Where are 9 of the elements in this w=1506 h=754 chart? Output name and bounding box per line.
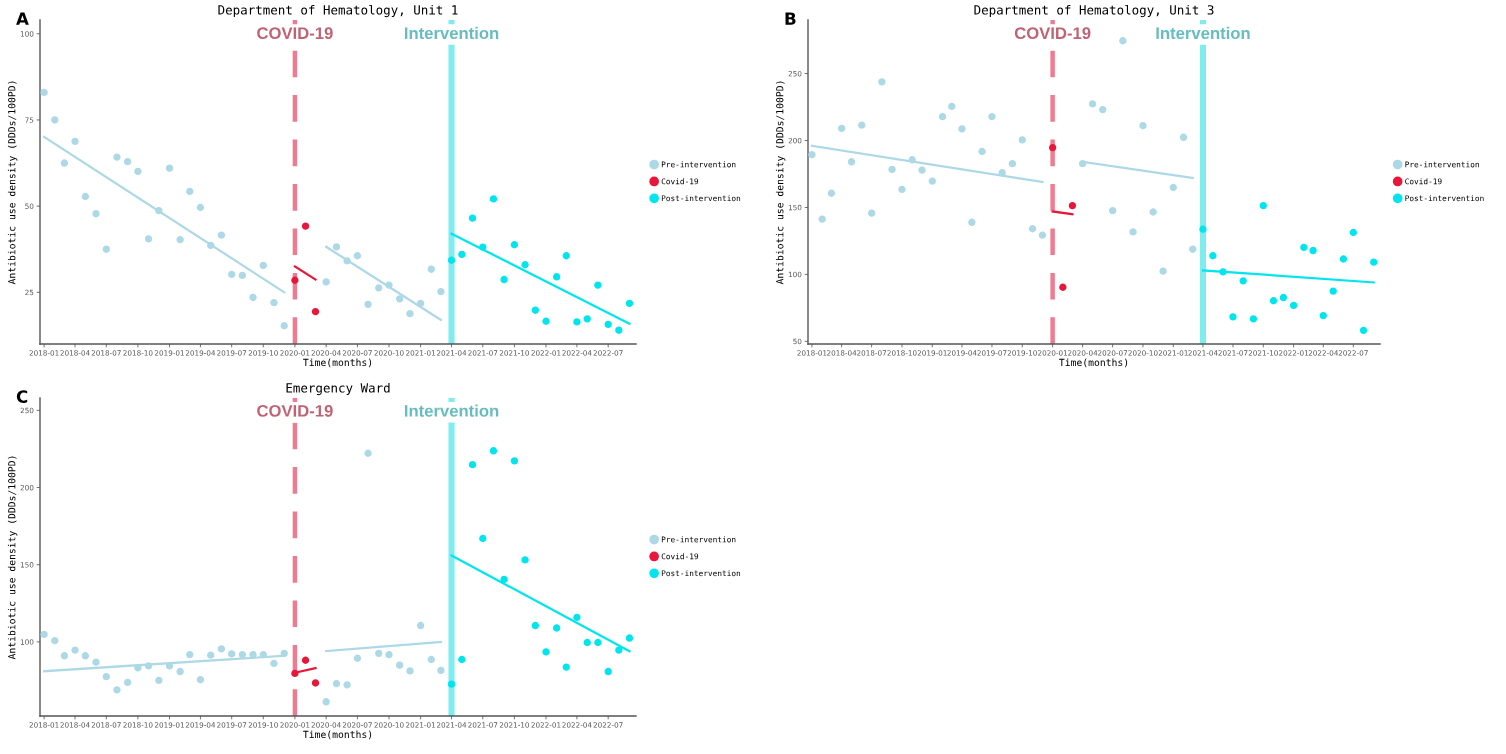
ref-line-label: Intervention [1156, 26, 1250, 40]
ref-line-label: Intervention [404, 404, 499, 417]
ref-line-label: COVID-19 [257, 27, 333, 40]
text: A [16, 12, 29, 25]
ref-line-label: Intervention [404, 26, 499, 40]
ref-line-label: COVID-19 [257, 404, 333, 417]
text: C [16, 390, 28, 403]
ref-line-label: COVID-19 [1014, 27, 1091, 40]
text: B [785, 12, 796, 25]
